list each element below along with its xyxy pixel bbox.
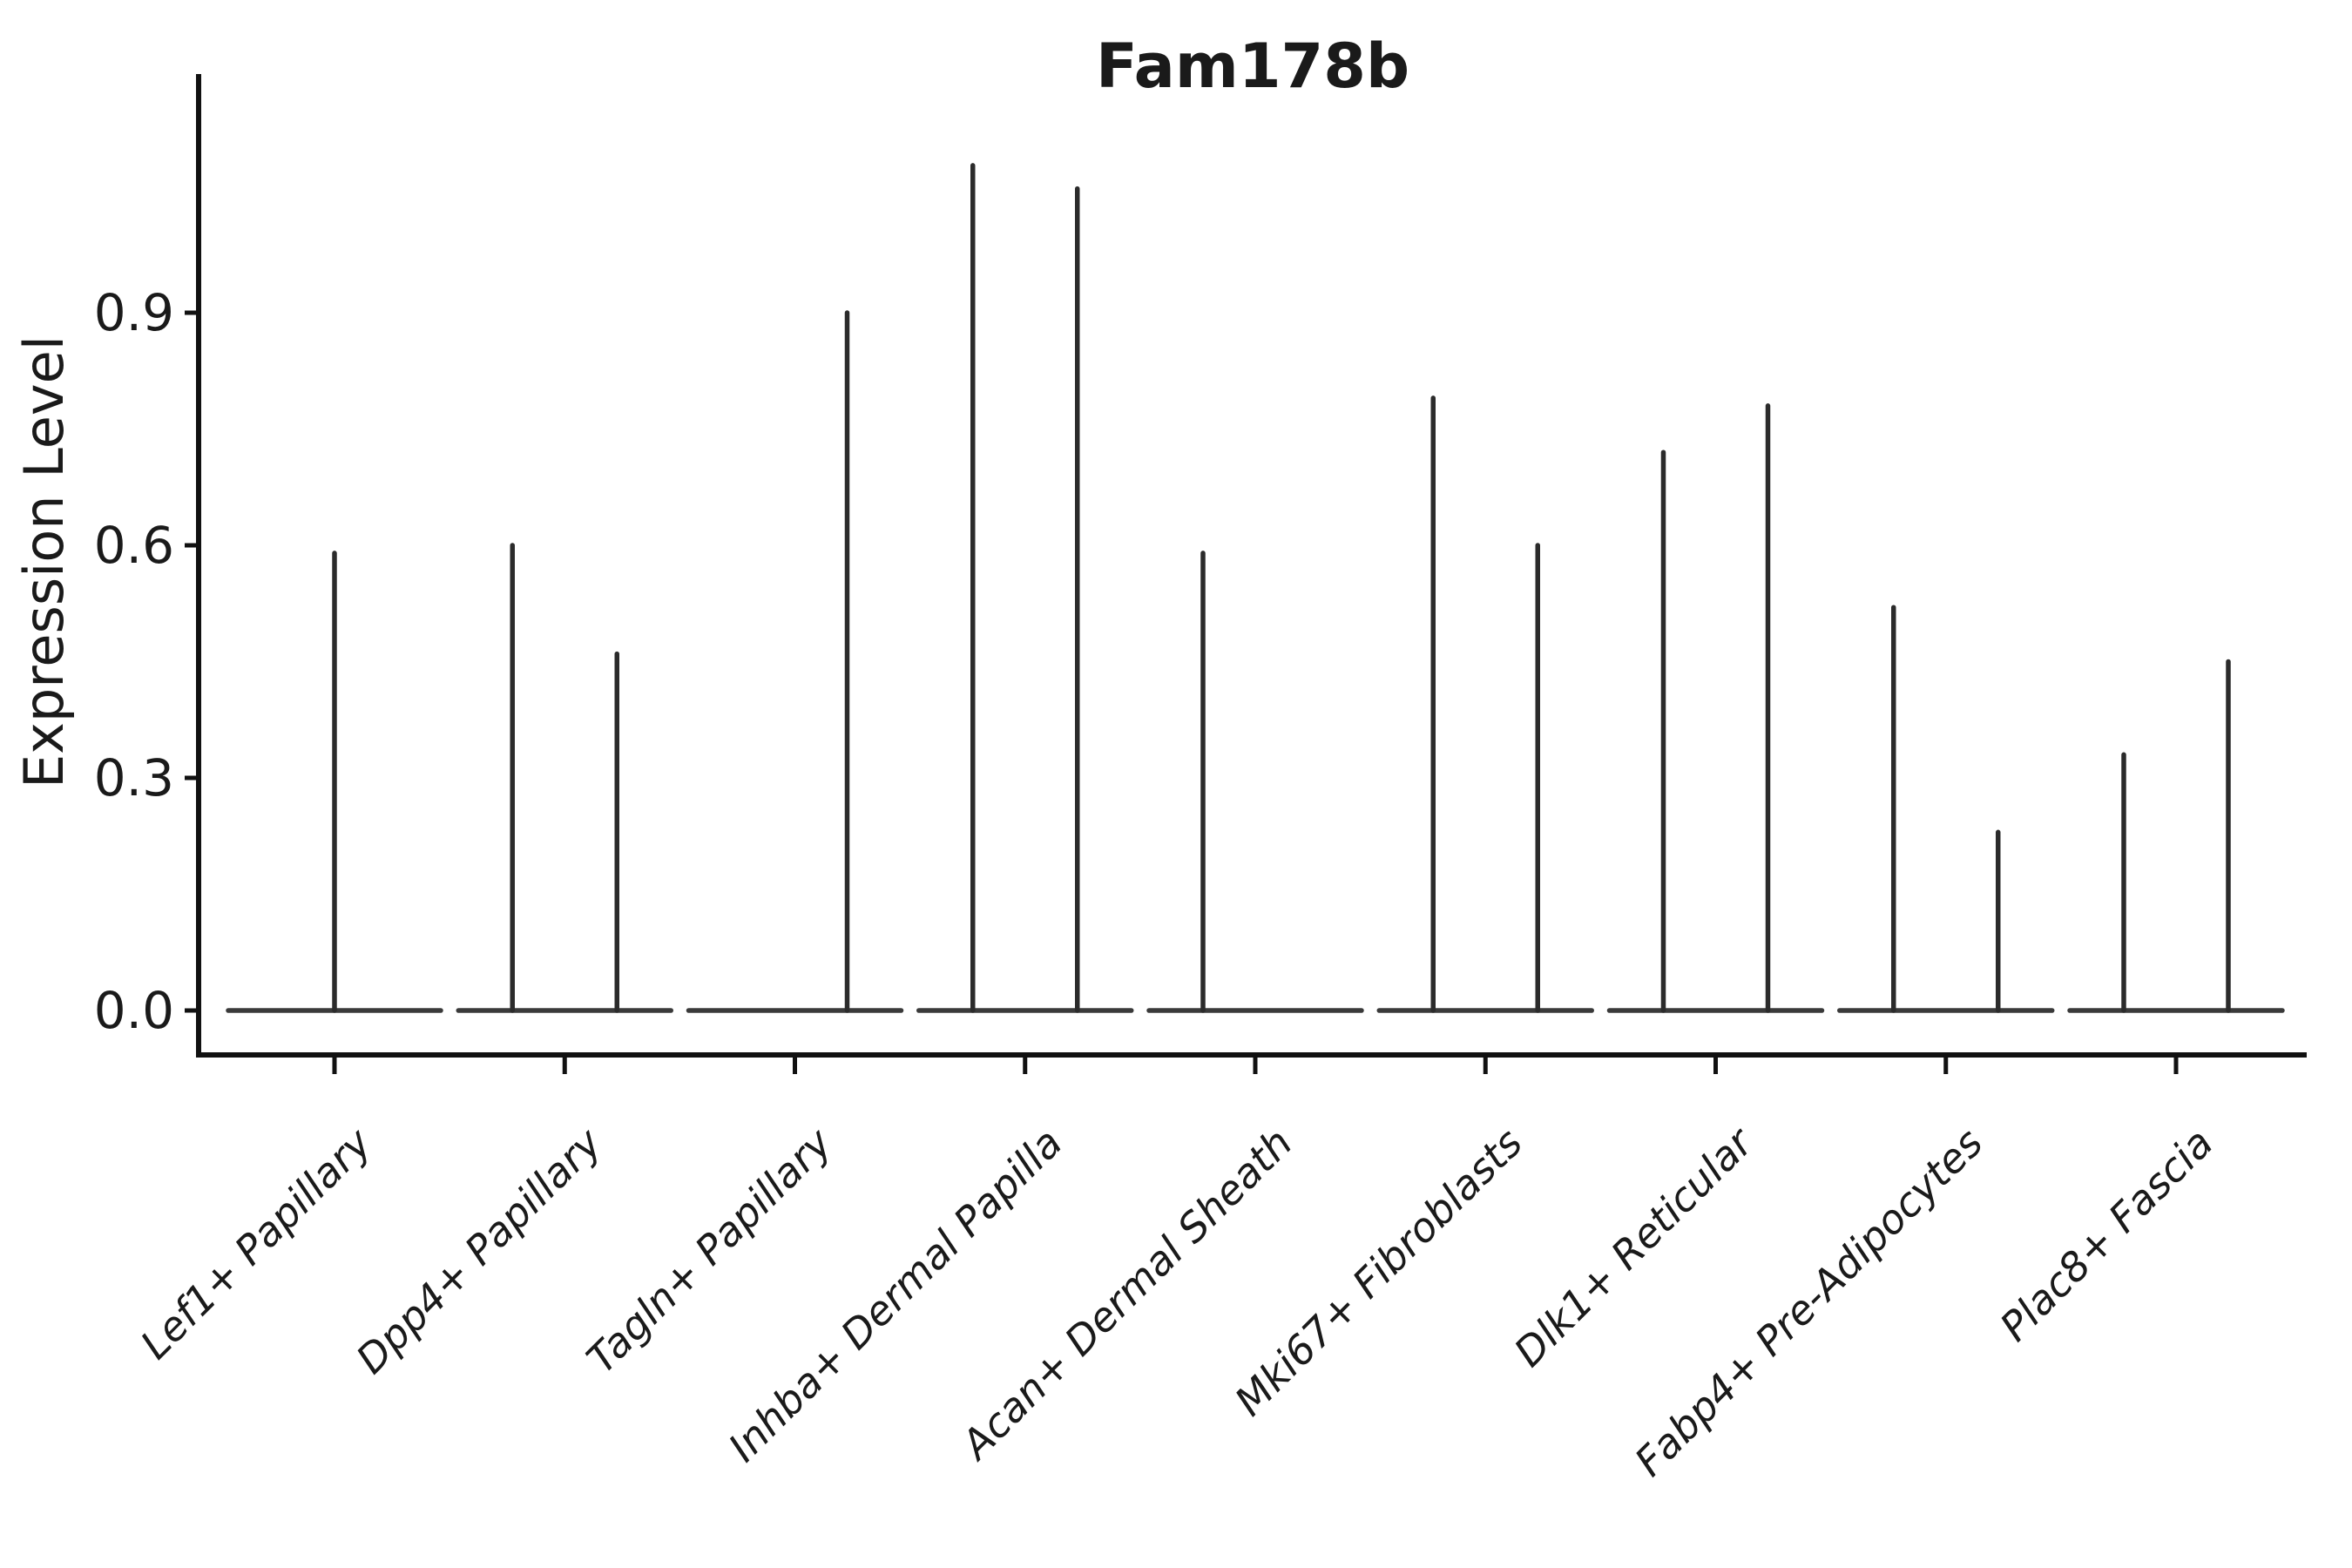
y-tick-label: 0.3 xyxy=(94,748,174,808)
x-axis-ticks xyxy=(332,1055,2179,1074)
y-tick-label: 0.9 xyxy=(94,283,174,342)
x-tick-label: Dlk1+ Reticular xyxy=(1505,1117,1764,1375)
y-tick-label: 0.6 xyxy=(94,516,174,575)
x-tick-label: Lef1+ Papillary xyxy=(132,1119,381,1368)
x-tick-label: Tagln+ Papillary xyxy=(578,1119,841,1382)
y-axis-label: Expression Level xyxy=(12,335,76,788)
x-tick-label: Plac8+ Fascia xyxy=(1990,1119,2221,1350)
y-axis-ticks: 0.0 0.3 0.6 0.9 xyxy=(94,283,199,1040)
x-tick-label: Dpp4+ Papillary xyxy=(347,1119,611,1382)
violins xyxy=(226,163,2285,1013)
chart-title: Fam178b xyxy=(1096,30,1409,102)
y-tick-label: 0.0 xyxy=(94,981,174,1040)
